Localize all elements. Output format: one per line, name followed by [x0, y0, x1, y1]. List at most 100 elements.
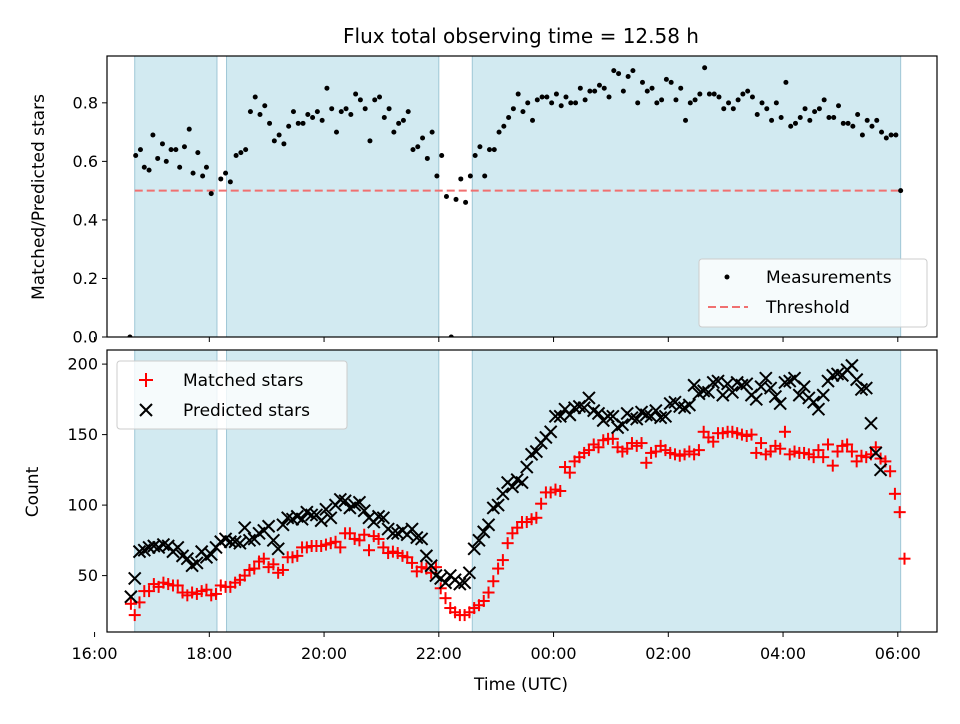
measurement-point — [826, 114, 832, 120]
predicted-star-point — [859, 381, 873, 395]
predicted-star-point — [276, 518, 290, 532]
predicted-star-point — [577, 401, 591, 415]
measurement-point — [568, 100, 574, 106]
measurement-point — [769, 117, 775, 123]
measurement-point — [333, 129, 339, 135]
measurement-point — [141, 164, 147, 170]
predicted-star-point — [663, 396, 677, 411]
matched-star-point — [707, 435, 720, 448]
measurement-point — [749, 94, 755, 100]
y-tick-label: 50 — [78, 566, 98, 585]
measurement-point — [429, 129, 435, 135]
measurement-point — [410, 147, 416, 153]
measurement-point — [630, 68, 636, 74]
legend-measurements-marker — [724, 274, 730, 280]
measurement-point — [663, 76, 669, 82]
measurement-point — [573, 100, 579, 106]
legend-threshold-label: Threshold — [765, 298, 850, 318]
measurement-point — [644, 88, 650, 94]
predicted-star-point — [773, 396, 787, 411]
measurement-point — [173, 147, 179, 153]
legend-matched-label: Matched stars — [183, 371, 303, 391]
matched-star-point — [884, 465, 897, 478]
y-tick-label: 0.0 — [73, 328, 98, 347]
matched-star-point — [535, 497, 548, 510]
measurement-point — [372, 97, 378, 103]
measurement-point — [754, 112, 760, 118]
predicted-star-point — [864, 416, 878, 431]
measurement-point — [730, 106, 736, 112]
observing-interval-3 — [471, 350, 902, 632]
measurement-point — [596, 82, 602, 88]
matched-star-point — [841, 438, 854, 451]
matched-star-point — [501, 537, 514, 550]
predicted-star-point — [371, 509, 386, 524]
measurement-point — [252, 94, 258, 100]
predicted-star-point — [869, 446, 883, 460]
predicted-star-point — [806, 395, 821, 409]
matched-star-point — [893, 506, 906, 519]
predicted-star-point — [740, 377, 754, 391]
predicted-star-point — [462, 566, 477, 580]
measurement-point — [592, 88, 598, 94]
matched-star-point — [826, 459, 839, 472]
predicted-star-point — [701, 385, 716, 400]
measurement-point — [673, 97, 679, 103]
legend-measurements-label: Measurements — [766, 268, 892, 288]
x-tick-label: 22:00 — [416, 644, 462, 663]
predicted-star-point — [142, 540, 156, 555]
measurement-point — [137, 147, 143, 153]
predicted-star-point — [759, 371, 773, 385]
predicted-star-point — [601, 409, 615, 423]
predicted-star-point — [687, 378, 701, 392]
predicted-star-point — [261, 519, 276, 533]
predicted-star-point — [854, 382, 869, 397]
predicted-star-point — [228, 535, 242, 549]
measurement-point — [807, 117, 813, 123]
measurement-point — [324, 85, 330, 91]
matched-star-point — [898, 552, 911, 565]
measurement-point — [759, 100, 765, 106]
measurement-point — [668, 79, 674, 85]
measurement-point — [243, 147, 249, 153]
predicted-star-point — [295, 512, 309, 526]
predicted-star-point — [233, 536, 247, 550]
predicted-star-point — [591, 406, 606, 421]
measurement-point — [678, 85, 684, 91]
measurement-point — [381, 114, 387, 120]
predicted-star-point — [630, 412, 644, 426]
matched-star-point — [276, 563, 289, 576]
measurement-point — [697, 91, 703, 97]
measurement-point — [812, 109, 818, 115]
measurement-point — [424, 155, 430, 161]
y-tick-label: 0.4 — [73, 210, 98, 229]
measurement-point — [146, 167, 152, 173]
predicted-star-point — [658, 409, 673, 423]
measurement-point — [879, 129, 885, 135]
measurement-point — [391, 129, 397, 135]
measurement-point — [711, 91, 717, 97]
predicted-star-point — [271, 542, 285, 556]
predicted-star-point — [266, 533, 281, 548]
measurement-point — [357, 97, 363, 103]
predicted-star-point — [763, 381, 778, 395]
measurement-point — [587, 88, 593, 94]
predicted-star-point — [132, 544, 147, 559]
matched-star-point — [635, 437, 648, 450]
measurement-point — [831, 114, 837, 120]
measurement-point — [155, 155, 161, 161]
predicted-star-point — [324, 511, 338, 525]
measurement-point — [415, 144, 421, 150]
x-tick-label: 04:00 — [760, 644, 806, 663]
matched-star-point — [477, 594, 490, 607]
measurement-point — [443, 194, 449, 199]
measurement-point — [218, 176, 224, 182]
measurement-point — [510, 106, 516, 112]
measurement-point — [788, 123, 794, 129]
predicted-star-point — [725, 385, 740, 400]
measurement-point — [611, 68, 617, 74]
matched-star-point — [257, 552, 270, 565]
bottom-y-axis: 50 100 150 200 — [67, 355, 107, 585]
measurement-point — [792, 120, 798, 126]
